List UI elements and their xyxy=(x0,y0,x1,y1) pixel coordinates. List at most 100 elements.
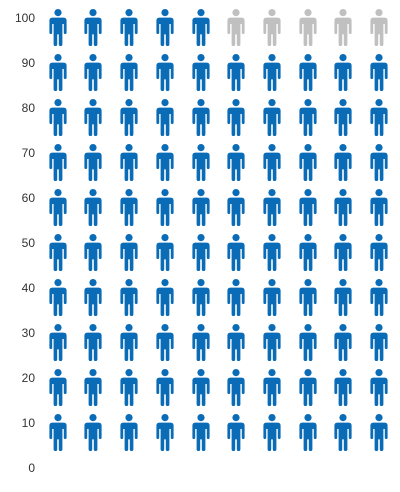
person-icon-empty xyxy=(370,9,388,46)
person-icon-filled xyxy=(120,414,138,451)
person-icon-filled xyxy=(84,279,102,316)
person-icon-filled xyxy=(227,369,245,406)
person-icon-filled xyxy=(227,144,245,181)
person-icon-filled xyxy=(120,279,138,316)
person-icon-filled xyxy=(84,234,102,271)
person-icon-filled xyxy=(84,99,102,136)
person-icon-filled xyxy=(334,324,352,361)
person-icon-filled xyxy=(192,234,210,271)
person-icon-filled xyxy=(156,9,174,46)
person-icon-filled xyxy=(84,369,102,406)
person-icon-filled xyxy=(263,189,281,226)
person-icon-filled xyxy=(84,414,102,451)
person-icon-filled xyxy=(120,99,138,136)
person-icon-filled xyxy=(49,369,67,406)
person-icon-filled xyxy=(263,324,281,361)
person-icon-filled xyxy=(334,144,352,181)
person-icon-filled xyxy=(156,99,174,136)
person-icon-filled xyxy=(370,234,388,271)
person-icon-filled xyxy=(227,189,245,226)
person-icon-filled xyxy=(299,234,317,271)
person-icon-empty xyxy=(334,9,352,46)
y-tick-label: 50 xyxy=(22,236,36,250)
person-icon-filled xyxy=(227,324,245,361)
person-icon-filled xyxy=(84,144,102,181)
person-icon-filled xyxy=(192,324,210,361)
person-icon-filled xyxy=(299,189,317,226)
person-icon-filled xyxy=(370,369,388,406)
person-icon-filled xyxy=(49,9,67,46)
person-icon-filled xyxy=(370,324,388,361)
person-icon-filled xyxy=(370,279,388,316)
person-icon-empty xyxy=(299,9,317,46)
person-icon-filled xyxy=(156,189,174,226)
person-icon-filled xyxy=(334,414,352,451)
y-tick-label: 40 xyxy=(22,281,36,295)
person-icon-filled xyxy=(120,324,138,361)
person-icon-filled xyxy=(299,99,317,136)
person-icon-filled xyxy=(84,9,102,46)
person-icon-filled xyxy=(370,144,388,181)
person-icon-filled xyxy=(84,324,102,361)
y-tick-label: 20 xyxy=(22,371,36,385)
person-icon-filled xyxy=(120,189,138,226)
person-icon-filled xyxy=(49,414,67,451)
person-icon-filled xyxy=(227,234,245,271)
person-icon-filled xyxy=(120,54,138,91)
person-icon-filled xyxy=(227,414,245,451)
person-icon-filled xyxy=(156,234,174,271)
person-icon-filled xyxy=(263,369,281,406)
person-icon-filled xyxy=(263,99,281,136)
person-icon-empty xyxy=(227,9,245,46)
person-icon-filled xyxy=(49,54,67,91)
person-icon-filled xyxy=(156,414,174,451)
person-icon-empty xyxy=(263,9,281,46)
person-icon-filled xyxy=(156,279,174,316)
person-icon-filled xyxy=(192,279,210,316)
person-icon-filled xyxy=(334,279,352,316)
y-tick-label: 30 xyxy=(22,326,36,340)
person-icon-filled xyxy=(263,279,281,316)
person-icon-filled xyxy=(120,369,138,406)
person-icon-filled xyxy=(156,324,174,361)
person-icon-filled xyxy=(49,279,67,316)
y-tick-label: 80 xyxy=(22,101,36,115)
person-icon-filled xyxy=(299,279,317,316)
person-icon-filled xyxy=(299,414,317,451)
person-icon-filled xyxy=(299,54,317,91)
person-icon-filled xyxy=(334,234,352,271)
person-icon-filled xyxy=(49,99,67,136)
person-icon-filled xyxy=(299,144,317,181)
person-icon-filled xyxy=(227,54,245,91)
person-icon-filled xyxy=(334,189,352,226)
person-icon-filled xyxy=(299,324,317,361)
person-icon-filled xyxy=(49,144,67,181)
person-icon-filled xyxy=(299,369,317,406)
person-icon-filled xyxy=(192,99,210,136)
person-icon-filled xyxy=(156,54,174,91)
person-icon-filled xyxy=(263,144,281,181)
person-icon-filled xyxy=(334,369,352,406)
person-icon-filled xyxy=(263,414,281,451)
y-tick-label: 90 xyxy=(22,56,36,70)
y-tick-label: 100 xyxy=(15,11,35,25)
person-icon-filled xyxy=(227,99,245,136)
person-icon-filled xyxy=(192,414,210,451)
person-icon-filled xyxy=(227,279,245,316)
y-tick-label: 0 xyxy=(28,461,35,475)
person-icon-filled xyxy=(120,144,138,181)
icon-grid xyxy=(49,9,388,451)
person-icon-filled xyxy=(263,54,281,91)
person-icon-filled xyxy=(192,54,210,91)
person-icon-filled xyxy=(334,99,352,136)
person-icon-filled xyxy=(370,414,388,451)
person-icon-filled xyxy=(370,99,388,136)
person-icon-filled xyxy=(120,234,138,271)
person-icon-filled xyxy=(84,54,102,91)
person-icon-filled xyxy=(84,189,102,226)
y-tick-label: 60 xyxy=(22,191,36,205)
person-icon-filled xyxy=(49,324,67,361)
y-tick-label: 70 xyxy=(22,146,36,160)
